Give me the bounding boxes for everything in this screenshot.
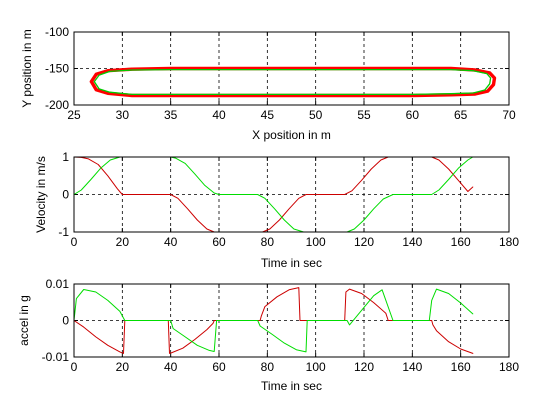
x-tick-label: 0	[71, 235, 78, 249]
x-tick-label: 160	[451, 360, 471, 374]
x-tick-label: 20	[116, 360, 130, 374]
subplot-acceleration: 0 20 40 60 80 100 120 140 160 180 0.010-0.01 Time…	[17, 277, 519, 393]
subplot-velocity: 0 20 40 60 80 100 120 140 160 180 10-1 Time in se…	[34, 150, 519, 270]
x-tick-label: 50	[309, 108, 323, 122]
x-tick-label: 40	[212, 108, 226, 122]
y-tick-label: 0.01	[46, 277, 70, 291]
y-tick-label: 0	[62, 314, 69, 328]
y-tick-labels: 0.01 0 -0.01	[42, 277, 70, 364]
series-line-2	[73, 288, 474, 353]
y-axis-label: Velocity in m/s	[34, 156, 48, 233]
plot-frame	[73, 31, 510, 106]
x-tick-label: 55	[357, 108, 371, 122]
x-tick-label: 80	[261, 360, 275, 374]
x-tick-label: 30	[116, 108, 130, 122]
series-line-2	[93, 68, 492, 96]
x-tick-labels: 0 20 40 60 80 100 120 140 160 180	[71, 360, 520, 374]
x-tick-labels: 25 30 35 40 45 50 55 60 65 70	[67, 108, 516, 122]
x-axis-label: Time in sec	[261, 379, 322, 393]
x-axis-label: Time in sec	[261, 256, 322, 270]
x-tick-label: 40	[164, 235, 178, 249]
series-layer	[89, 66, 497, 98]
y-axis-label: accel in g	[17, 295, 31, 346]
plot-frame	[73, 283, 510, 358]
x-tick-label: 60	[212, 235, 226, 249]
y-tick-label: 1	[62, 150, 69, 164]
x-tick-label: 35	[164, 108, 178, 122]
x-tick-label: 25	[67, 108, 81, 122]
x-tick-label: 120	[354, 360, 374, 374]
y-tick-label: -0.01	[42, 350, 70, 364]
y-tick-label: -150	[45, 62, 69, 76]
x-tick-label: 100	[306, 360, 326, 374]
y-tick-label: 0	[62, 188, 69, 202]
plot-frame	[73, 156, 510, 233]
subplot-position: 25 30 35 40 45 50 55 60 65 70 -100 -150 -200 X posi…	[20, 25, 516, 142]
x-tick-label: 40	[164, 360, 178, 374]
x-tick-label: 180	[499, 360, 519, 374]
x-tick-label: 100	[306, 235, 326, 249]
x-tick-label: 160	[451, 235, 471, 249]
y-tick-label: -1	[58, 225, 69, 239]
y-tick-label: -100	[45, 25, 69, 39]
y-tick-labels: 1 0 -1	[58, 150, 69, 239]
x-tick-label: 0	[71, 360, 78, 374]
x-tick-label: 180	[499, 235, 519, 249]
y-tick-labels: -100 -150 -200	[45, 25, 69, 112]
x-tick-labels: 0 20 40 60 80 100 120 140 160 180	[71, 235, 520, 249]
x-tick-label: 65	[454, 108, 468, 122]
x-tick-label: 140	[402, 360, 422, 374]
x-tick-label: 45	[261, 108, 275, 122]
x-tick-label: 70	[502, 108, 516, 122]
x-tick-label: 60	[406, 108, 420, 122]
x-axis-label: X position in m	[252, 128, 331, 142]
x-tick-label: 20	[116, 235, 130, 249]
x-tick-label: 120	[354, 235, 374, 249]
x-tick-label: 140	[402, 235, 422, 249]
series-layer	[73, 287, 474, 354]
x-tick-label: 80	[261, 235, 275, 249]
y-tick-label: -200	[45, 98, 69, 112]
series-line-1	[89, 66, 497, 98]
x-tick-label: 60	[212, 360, 226, 374]
y-axis-label: Y position in m	[20, 29, 34, 108]
